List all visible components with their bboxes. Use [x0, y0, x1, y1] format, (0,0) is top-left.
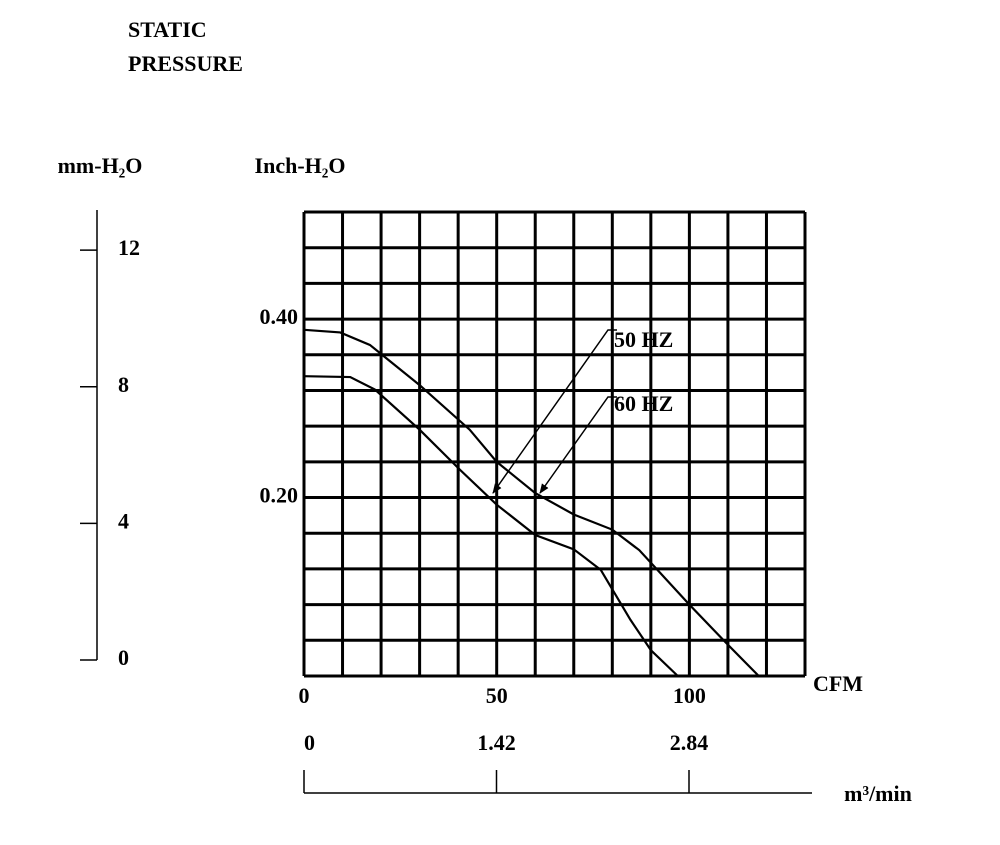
- x-axis-label: CFM: [813, 671, 863, 696]
- y-axis-label: Inch-H₂O: [255, 153, 346, 178]
- y-tick-label: 0.20: [260, 483, 299, 508]
- m3-axis-label: m³/min: [844, 781, 912, 806]
- x-tick-label: 50: [486, 683, 508, 708]
- mm-tick-label: 12: [118, 235, 140, 260]
- annotation-arrow: [539, 396, 617, 494]
- y-tick-label: 0.40: [260, 304, 299, 329]
- series-label: 50 HZ: [614, 327, 673, 352]
- annotation-arrow: [492, 329, 617, 494]
- series-line: [303, 328, 760, 677]
- mm-tick-label: 8: [118, 372, 129, 397]
- series-label: 60 HZ: [614, 391, 673, 416]
- mm-tick-label: 0: [118, 645, 129, 670]
- mm-tick-label: 4: [118, 508, 129, 533]
- mm-axis-label: mm-H₂O: [58, 153, 143, 178]
- chart-title: STATIC: [128, 17, 207, 42]
- x-tick-label: 0: [299, 683, 310, 708]
- m3-tick-label: 2.84: [670, 730, 709, 755]
- m3-tick-label: 1.42: [477, 730, 516, 755]
- x-tick-label: 100: [673, 683, 706, 708]
- m3-tick-label: 0: [304, 730, 315, 755]
- chart-title: PRESSURE: [128, 51, 243, 76]
- series-line: [303, 375, 679, 677]
